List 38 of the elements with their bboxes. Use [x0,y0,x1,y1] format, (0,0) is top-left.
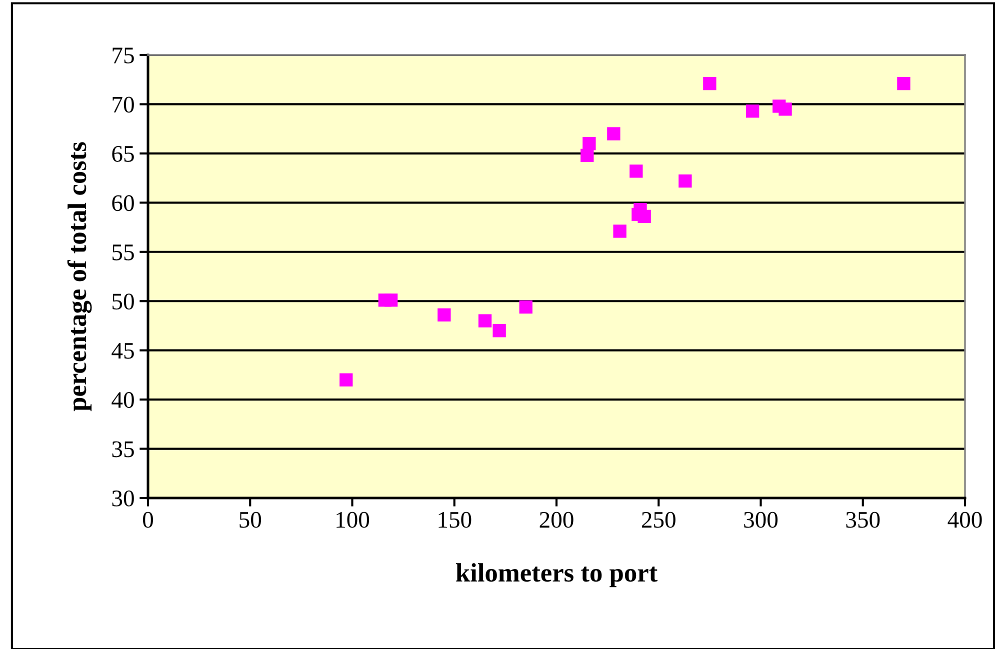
point [519,300,532,314]
y-tick-label: 65 [112,146,134,162]
x-tick-label: 250 [642,512,676,528]
point [613,224,626,238]
x-tick-label: 400 [948,512,982,528]
y-tick-label: 40 [112,392,134,408]
x-tick-label: 200 [540,512,574,528]
point [492,324,506,338]
point [630,164,643,178]
x-tick-label: 300 [744,512,778,528]
point [384,294,398,307]
y-tick-label: 45 [112,342,134,359]
point [897,76,910,90]
x-tick-label: 350 [846,512,880,528]
point [438,308,451,322]
x-axis-title: kilometers to port [456,563,658,588]
x-tick-label: 100 [336,512,370,528]
point [703,76,716,90]
x-tick-label: 150 [438,512,472,528]
point [746,104,760,118]
y-axis-title: percentage of total costs [67,142,92,412]
point [638,210,651,224]
y-tick-label: 35 [112,441,134,458]
point [340,373,353,386]
y-tick-label: 50 [112,294,134,310]
point [678,174,692,188]
y-tick-label: 70 [112,96,134,113]
x-tick-label: 50 [240,512,262,528]
point [582,137,596,150]
y-tick-label: 60 [112,195,134,212]
point [580,148,594,162]
point [607,127,620,140]
y-tick-label: 30 [112,490,134,506]
point [778,102,792,116]
y-tick-label: 55 [112,244,134,260]
x-tick-label: 0 [142,512,154,528]
y-tick-label: 75 [112,48,134,64]
point [478,314,492,328]
